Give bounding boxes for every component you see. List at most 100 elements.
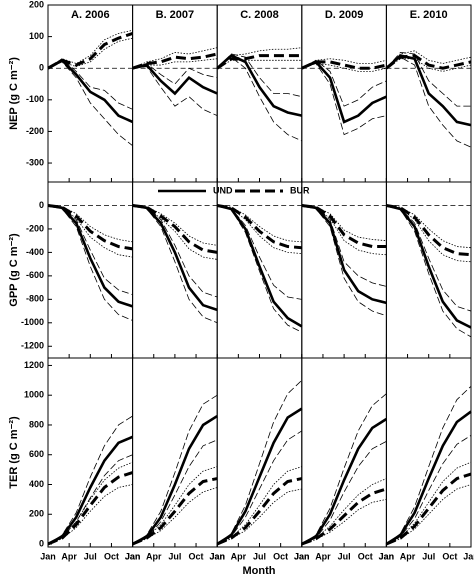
band-line xyxy=(386,205,472,249)
x-tick-label: Oct xyxy=(189,551,204,561)
legend-label: BUR xyxy=(290,185,310,195)
y-tick-label: 1000 xyxy=(24,390,44,400)
band-line xyxy=(47,205,133,296)
series-line xyxy=(132,204,218,312)
series-line xyxy=(47,203,133,251)
band-line xyxy=(132,47,218,69)
band-line xyxy=(301,440,387,545)
band-line xyxy=(301,58,387,69)
band-line xyxy=(301,62,387,136)
y-tick-label: 0 xyxy=(39,200,44,210)
band-line xyxy=(217,205,302,254)
band-line xyxy=(386,51,471,107)
series-line xyxy=(132,203,218,254)
series-line xyxy=(216,407,303,546)
x-tick-label: Apr xyxy=(146,551,162,561)
x-tick-label: Jan xyxy=(209,551,225,561)
y-tick-label: 0 xyxy=(39,63,44,73)
x-axis-label: Month xyxy=(243,565,276,577)
y-tick-label: 0 xyxy=(39,538,44,548)
band-line xyxy=(132,66,218,116)
band-line xyxy=(47,29,133,69)
y-tick-label: -400 xyxy=(26,247,44,257)
x-tick-label: Jan xyxy=(125,551,141,561)
x-tick-label: Jul xyxy=(422,551,435,561)
panel-frame xyxy=(132,357,218,548)
band-line xyxy=(301,205,387,256)
band-line xyxy=(132,394,218,545)
series-line xyxy=(132,477,218,546)
band-line xyxy=(386,205,472,338)
band-line xyxy=(301,63,387,72)
series-line xyxy=(216,204,303,328)
legend-label: UND xyxy=(213,185,233,195)
x-tick-label: Jan xyxy=(40,551,56,561)
series-line xyxy=(301,203,387,249)
x-tick-label: Apr xyxy=(400,551,416,561)
series-line xyxy=(216,54,302,70)
band-line xyxy=(386,435,472,545)
band-line xyxy=(386,56,472,148)
band-line xyxy=(217,205,302,300)
x-tick-label: Oct xyxy=(104,551,119,561)
series-line xyxy=(47,32,134,70)
panel-frame xyxy=(301,4,387,183)
x-tick-label: Jul xyxy=(253,551,266,561)
series-line xyxy=(47,204,134,308)
x-tick-label: Oct xyxy=(273,551,288,561)
band-line xyxy=(47,205,133,243)
series-line xyxy=(385,54,472,70)
x-tick-label: Jan xyxy=(294,551,310,561)
y-tick-label: -200 xyxy=(26,126,44,136)
series-line xyxy=(216,54,303,117)
series-line xyxy=(385,54,472,127)
x-tick-label: Oct xyxy=(442,551,457,561)
band-line xyxy=(47,415,133,545)
x-tick-label: Jan xyxy=(294,551,310,561)
x-tick-label: Jul xyxy=(84,551,97,561)
x-tick-label: Jan xyxy=(209,551,225,561)
band-line xyxy=(132,205,218,246)
series-line xyxy=(47,471,134,546)
x-tick-label: Oct xyxy=(358,551,373,561)
y-tick-label: 1200 xyxy=(24,360,44,370)
band-line xyxy=(132,466,218,545)
band-line xyxy=(386,461,472,545)
panel-title: C. 2008 xyxy=(240,9,279,21)
series-line xyxy=(216,477,303,546)
series-line xyxy=(47,435,134,546)
band-line xyxy=(301,205,387,242)
panel-frame xyxy=(385,357,472,548)
x-tick-label: Apr xyxy=(231,551,247,561)
series-line xyxy=(301,60,387,70)
band-line xyxy=(216,380,303,545)
y-tick-label: 200 xyxy=(29,0,44,9)
series-line xyxy=(385,472,472,546)
series-line xyxy=(216,203,302,250)
panel-title: E. 2010 xyxy=(410,9,448,21)
band-line xyxy=(132,63,218,85)
x-tick-label: Jan xyxy=(125,551,141,561)
panel-frame xyxy=(301,357,387,548)
band-line xyxy=(132,205,218,260)
band-line xyxy=(132,58,218,69)
band-line xyxy=(386,205,472,263)
band-line xyxy=(386,50,472,69)
x-tick-label: Apr xyxy=(61,551,77,561)
band-line xyxy=(47,58,133,110)
series-line xyxy=(386,204,472,329)
panel-title: D. 2009 xyxy=(325,9,364,21)
band-line xyxy=(217,59,302,69)
series-line xyxy=(301,487,387,546)
band-line xyxy=(386,205,472,312)
y-axis-label: TER (g C m⁻²) xyxy=(8,416,20,489)
band-line xyxy=(217,430,303,545)
band-line xyxy=(47,484,133,545)
band-line xyxy=(47,205,133,258)
band-line xyxy=(217,205,302,243)
panel-frame xyxy=(47,4,134,183)
band-line xyxy=(386,58,472,72)
y-tick-label: 600 xyxy=(29,449,44,459)
panel-frame xyxy=(216,357,303,548)
